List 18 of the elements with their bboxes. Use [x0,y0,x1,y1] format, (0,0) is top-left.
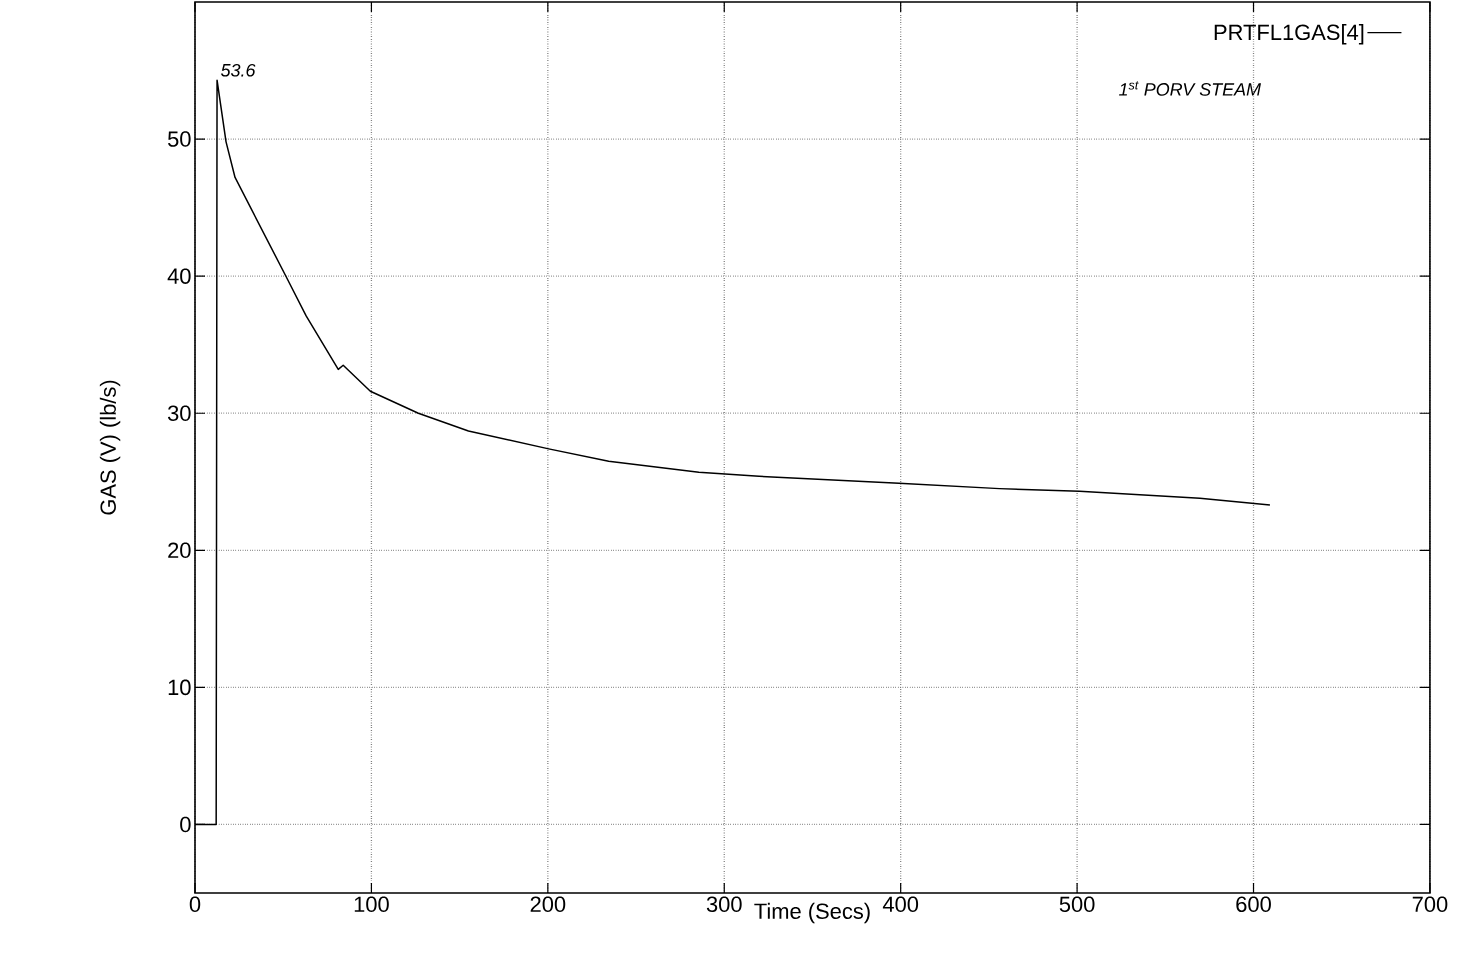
x-tick-label: 400 [882,896,919,913]
legend-label: PRTFL1GAS[4] [1214,23,1364,45]
x-tick-label: 700 [1412,896,1448,913]
y-tick-label: 20 [168,542,191,559]
x-tick-label: 200 [530,896,566,913]
x-tick-label: 300 [706,896,742,913]
y-tick-label: 10 [168,679,191,696]
y-tick-label: 0 [180,816,191,833]
y-tick-label: 50 [167,131,191,147]
x-axis-title: Time (Secs) [754,902,870,924]
y-tick-label: 40 [167,268,191,284]
x-tick-label: 600 [1236,896,1271,913]
x-tick-label: 100 [354,896,389,913]
annotation: 1$^{st}$ PORV STEAM [1119,81,1261,96]
y-tick-label: 30 [167,405,191,421]
annotation: 53.6 [220,63,256,77]
y-axis-title: GAS (V) (lb/s) [99,380,121,515]
x-tick-label: 500 [1059,896,1095,913]
